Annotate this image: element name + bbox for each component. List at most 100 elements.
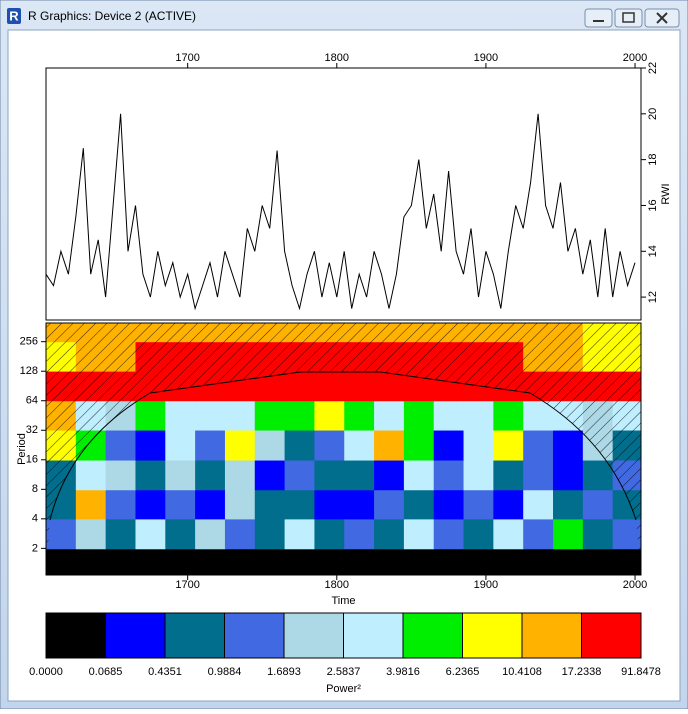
power-cell [165, 430, 196, 461]
power-cell [344, 518, 375, 550]
app-icon [7, 8, 21, 24]
power-cell [493, 518, 524, 550]
power-cell [433, 489, 465, 520]
power-cell [403, 489, 435, 520]
window-title: R Graphics: Device 2 (ACTIVE) [28, 9, 196, 23]
x-tick-label: 1800 [325, 579, 349, 591]
colorbar-swatch [283, 612, 344, 659]
y-tick-label: 4 [32, 513, 38, 525]
power-cell [403, 460, 435, 491]
power-cell [344, 489, 375, 520]
y-tick-label: 22 [647, 62, 659, 74]
power-cell [46, 518, 77, 550]
y-tick-label: 16 [26, 454, 38, 466]
power-cell [254, 460, 286, 491]
power-cell [165, 489, 196, 520]
power-cell [135, 518, 166, 550]
colorbar-label: 0.4351 [148, 666, 182, 678]
power-cell [284, 371, 315, 402]
power-cell [403, 430, 435, 461]
power-cell [314, 518, 345, 550]
power-cell [463, 460, 494, 491]
power-cell [582, 548, 614, 575]
colorbar-swatch [45, 612, 106, 659]
power-cell [105, 489, 136, 520]
x-tick-label: 1700 [175, 579, 199, 591]
power-cell [195, 460, 226, 491]
app-icon-text: R [9, 8, 19, 23]
power-cell [254, 400, 286, 431]
power-cell [433, 400, 465, 431]
power-cell [195, 548, 226, 575]
power-cell [284, 518, 315, 550]
power-cell [284, 489, 315, 520]
power-cell [403, 548, 435, 575]
power-cell [374, 460, 405, 491]
power-cell [463, 548, 494, 575]
line-plot-area [46, 113, 636, 311]
power-cell [433, 430, 465, 461]
power-cell [344, 460, 375, 491]
power-cell [165, 400, 196, 431]
maximize-button[interactable] [614, 8, 643, 28]
power-cell [463, 518, 494, 550]
power-cell [195, 430, 226, 461]
y-tick-label: 18 [647, 154, 659, 166]
colorbar-swatch [105, 612, 166, 659]
power-cell [612, 548, 641, 575]
power-cell [433, 460, 465, 491]
power-cell [75, 460, 107, 491]
y-tick-label: 64 [26, 395, 38, 407]
power-cell [105, 548, 136, 575]
power-cell [463, 489, 494, 520]
rwi-line [46, 113, 636, 311]
power-cell [612, 518, 641, 550]
plot-frame [45, 67, 642, 321]
power-cell [284, 400, 315, 431]
window-buttons [584, 8, 680, 28]
power-cell [344, 400, 375, 431]
minimize-button[interactable] [584, 8, 613, 28]
colorbar-label: 17.2338 [562, 666, 602, 678]
power-cell [582, 518, 614, 550]
power-cell [403, 400, 435, 431]
power-cell [224, 430, 256, 461]
power-cell [224, 460, 256, 491]
colorbar-swatch [224, 612, 285, 659]
maximize-icon [622, 12, 635, 23]
power-cell [46, 548, 77, 575]
power-cell [493, 548, 524, 575]
power-cell [374, 430, 405, 461]
power-cell [224, 489, 256, 520]
power-cell [433, 518, 465, 550]
x-tick-label: 1900 [474, 52, 498, 64]
y-axis-label: Period [16, 433, 28, 465]
power-cell [314, 430, 345, 461]
power-cell [374, 518, 405, 550]
plot-frame [45, 322, 642, 576]
colorbar-swatch [164, 612, 225, 659]
power-cell [553, 460, 584, 491]
power-cell [523, 548, 554, 575]
power-cell [374, 489, 405, 520]
power-cell [433, 548, 465, 575]
colorbar-swatch [402, 612, 463, 659]
power-cell [195, 518, 226, 550]
colorbar-label: 2.5837 [327, 666, 361, 678]
power-cell [135, 460, 166, 491]
power-cell [314, 460, 345, 491]
heatmap-area [46, 323, 641, 575]
power-cell [374, 371, 405, 402]
power-cell [135, 430, 166, 461]
power-cell [254, 430, 286, 461]
power-cell [493, 430, 524, 461]
power-cell [135, 548, 166, 575]
x-tick-label: 1700 [175, 52, 199, 64]
power-cell [374, 400, 405, 431]
power-cell [523, 518, 554, 550]
power-cell [135, 489, 166, 520]
y-tick-label: 256 [20, 336, 38, 348]
cone-of-influence-hatch [46, 323, 641, 575]
y-tick-label: 14 [647, 245, 659, 257]
power-cell [165, 518, 196, 550]
